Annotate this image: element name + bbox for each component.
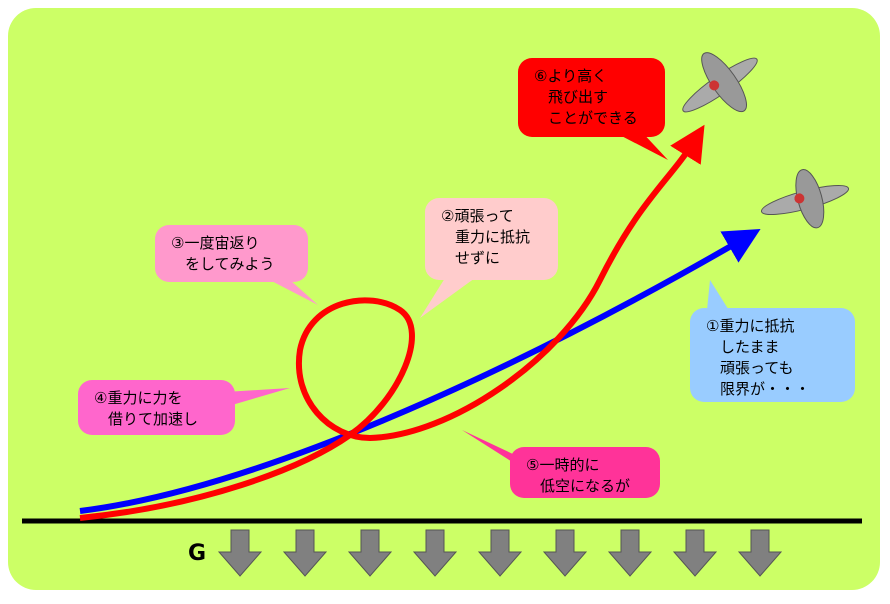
callout-tail [610,130,668,160]
gravity-arrow [542,529,588,577]
callout-text: ④重力に力を [94,389,182,407]
callout-box [690,308,855,402]
gravity-arrow [737,529,783,577]
callout-box [518,58,665,137]
gravity-arrows [217,529,783,577]
callout-text: をしてみよう [185,255,275,273]
callout-tail [462,430,525,470]
callout-text: ことができる [548,109,638,127]
gravity-label: G [188,541,206,566]
callout-box [510,447,660,498]
callout-text: ②頑張って [441,207,514,225]
gravity-arrow [412,529,458,577]
callout-text: 飛び出す [548,88,608,106]
callout-text: せずに [455,249,500,267]
callout-text: ⑤一時的に [526,456,599,474]
gravity-arrow [607,529,653,577]
callout-text: ⑥より高く [534,67,607,85]
callout-box [425,198,558,280]
callout-text: ①重力に抵抗 [706,317,794,335]
plane-upper [682,52,758,113]
callout-text: ③一度宙返り [171,234,259,252]
callout-text: 低空になるが [540,477,630,495]
callout-box [78,380,235,435]
gravity-arrow [347,529,393,577]
gravity-arrow [477,529,523,577]
gravity-arrow [672,529,718,577]
callout-text: したまま [720,338,780,356]
blue-path [79,228,761,514]
red-path [79,124,705,521]
callout-text: 頑張っても [720,359,794,377]
callout-box [155,225,308,282]
gravity-arrow [282,529,328,577]
callout-text: 重力に抵抗 [455,228,530,246]
callout-tail [225,388,290,405]
callout-tail [260,275,318,305]
callout-text: 借りて加速し [108,410,198,428]
callout-tail [420,270,475,318]
callout-text: 限界が・・・ [720,380,810,398]
plane-lower [760,169,850,229]
gravity-arrow [217,529,263,577]
